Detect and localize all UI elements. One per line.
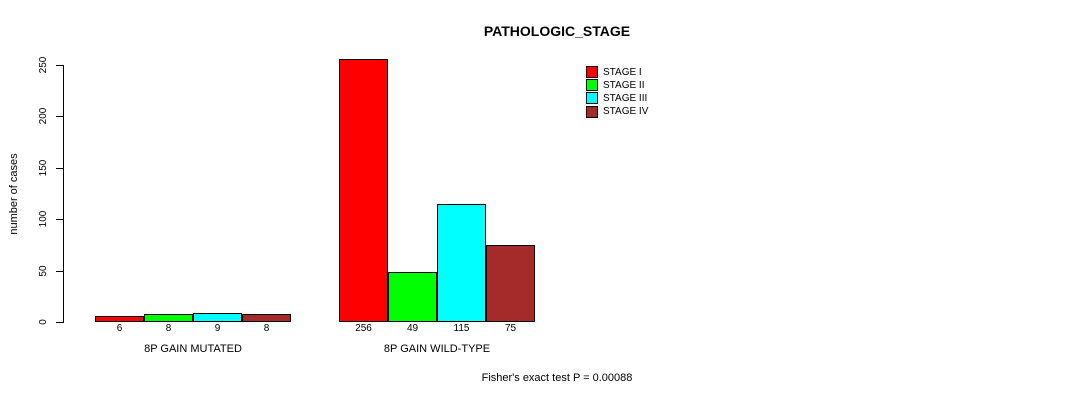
legend-label: STAGE IV <box>603 106 649 118</box>
y-tick <box>56 322 63 323</box>
bar-value-label: 6 <box>116 323 123 334</box>
bar-value-label: 115 <box>453 323 470 334</box>
y-tick-label: 250 <box>37 56 49 74</box>
bar-stage-iii <box>437 204 486 322</box>
bar-value-label: 256 <box>355 323 372 334</box>
bar-stage-iii <box>193 313 242 322</box>
chart-title: PATHOLOGIC_STAGE <box>483 23 631 39</box>
y-tick-label: 150 <box>37 159 49 177</box>
y-axis-title: number of cases <box>8 153 20 235</box>
bar-value-label: 9 <box>214 323 221 334</box>
legend-item: STAGE I <box>586 66 648 78</box>
y-tick-label: 50 <box>37 265 49 277</box>
legend-label: STAGE III <box>603 92 648 104</box>
bar-stage-ii <box>388 272 437 322</box>
bar-stage-iv <box>486 245 535 322</box>
bar-stage-iv <box>242 314 291 322</box>
x-category-label: 8P GAIN MUTATED <box>144 343 242 355</box>
y-tick <box>56 168 63 169</box>
legend-item: STAGE III <box>586 92 648 105</box>
bar-stage-i <box>339 59 388 322</box>
bar-stage-i <box>95 316 144 322</box>
y-tick <box>56 271 63 272</box>
bar-stage-ii <box>144 314 193 322</box>
legend-label: STAGE II <box>603 79 645 91</box>
y-tick-label: 200 <box>37 107 49 125</box>
bar-value-label: 75 <box>504 323 517 334</box>
legend-color-swatch <box>586 105 598 118</box>
bar-value-label: 8 <box>165 323 172 334</box>
fisher-test-annotation: Fisher's exact test P = 0.00088 <box>481 372 633 384</box>
bar-value-label: 49 <box>406 323 419 334</box>
legend-color-swatch <box>586 92 598 105</box>
y-tick-label: 100 <box>37 210 49 228</box>
x-category-label: 8P GAIN WILD-TYPE <box>383 343 491 355</box>
legend-item: STAGE II <box>586 79 648 92</box>
y-axis-line <box>63 65 64 323</box>
legend: STAGE I STAGE II STAGE III STAGE IV <box>586 66 648 119</box>
y-tick <box>56 65 63 66</box>
y-tick <box>56 219 63 220</box>
legend-color-swatch <box>586 66 598 78</box>
legend-color-swatch <box>586 79 598 92</box>
y-tick-label: 0 <box>37 319 49 325</box>
legend-label: STAGE I <box>603 66 642 78</box>
bar-value-label: 8 <box>263 323 270 334</box>
legend-item: STAGE IV <box>586 105 649 118</box>
y-tick <box>56 116 63 117</box>
